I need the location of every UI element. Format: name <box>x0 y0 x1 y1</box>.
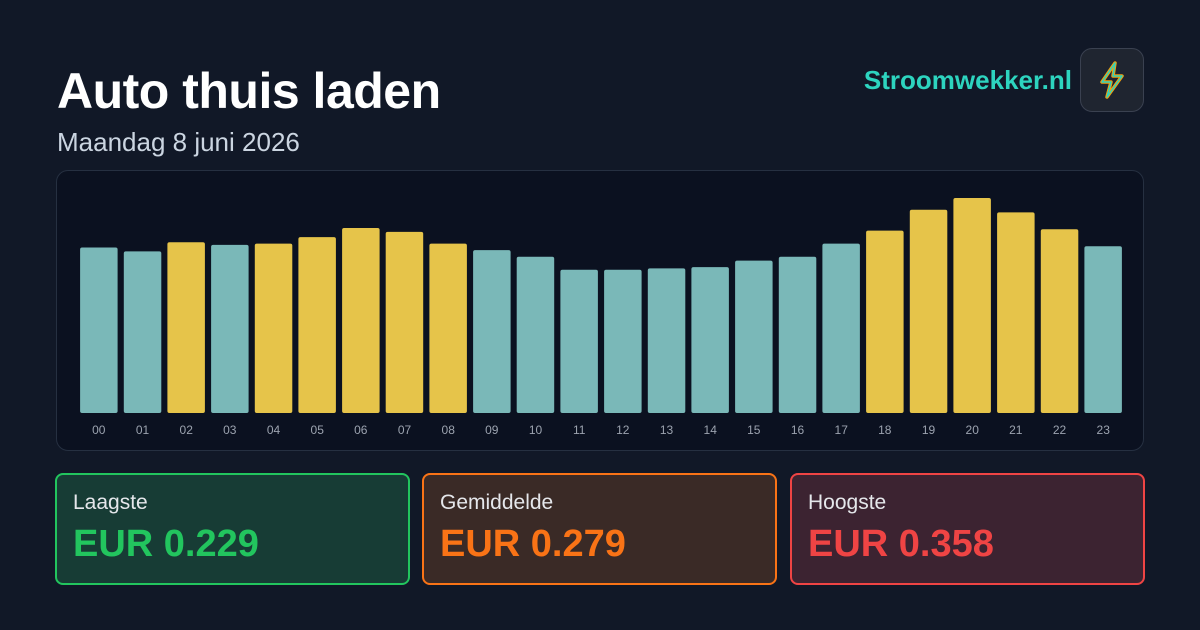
x-tick-label-00: 00 <box>92 423 106 437</box>
stat-card-average: Gemiddelde EUR 0.279 <box>422 473 777 585</box>
x-tick-label-01: 01 <box>136 423 150 437</box>
x-tick-label-20: 20 <box>966 423 980 437</box>
bar-hour-01 <box>123 251 162 413</box>
brand-name[interactable]: Stroomwekker.nl <box>863 65 1072 95</box>
x-tick-label-12: 12 <box>616 423 630 437</box>
bar-hour-06 <box>342 228 380 413</box>
x-tick-label-09: 09 <box>485 423 499 437</box>
x-tick-label-18: 18 <box>878 423 892 437</box>
page-subtitle: Maandag 8 juni 2026 <box>57 127 300 157</box>
x-tick-label-02: 02 <box>180 423 194 437</box>
x-tick-label-07: 07 <box>398 423 412 437</box>
x-tick-label-19: 19 <box>922 423 936 437</box>
bar-hour-21 <box>997 212 1035 413</box>
bar-hour-03 <box>211 244 249 413</box>
page-title: Auto thuis laden <box>57 63 441 119</box>
x-tick-label-11: 11 <box>573 423 586 437</box>
x-tick-label-22: 22 <box>1053 423 1067 437</box>
bar-hour-22 <box>1040 229 1079 413</box>
lightning-bolt-icon[interactable] <box>1080 48 1144 112</box>
x-tick-label-16: 16 <box>791 423 805 437</box>
bar-hour-19 <box>909 209 948 413</box>
x-tick-label-15: 15 <box>747 423 761 437</box>
bar-hour-13 <box>647 268 686 413</box>
bar-hour-04 <box>254 243 293 413</box>
stat-label-average: Gemiddelde <box>440 491 554 514</box>
stat-value-lowest: EUR 0.229 <box>73 523 259 565</box>
x-tick-label-13: 13 <box>660 423 674 437</box>
stat-card-lowest: Laagste EUR 0.229 <box>55 473 410 585</box>
bar-hour-02 <box>167 242 205 413</box>
x-tick-label-04: 04 <box>267 423 281 437</box>
stat-label-highest: Hoogste <box>808 491 887 514</box>
bar-hour-08 <box>429 243 467 413</box>
bar-hour-09 <box>473 250 511 413</box>
x-tick-label-10: 10 <box>529 423 543 437</box>
x-tick-label-14: 14 <box>704 423 718 437</box>
bar-hour-23 <box>1084 246 1122 413</box>
x-tick-label-21: 21 <box>1009 423 1023 437</box>
bar-hour-18 <box>866 230 904 413</box>
bar-hour-14 <box>691 267 729 413</box>
stat-value-highest: EUR 0.358 <box>808 523 994 565</box>
x-tick-label-08: 08 <box>442 423 456 437</box>
x-tick-label-06: 06 <box>354 423 368 437</box>
bar-hour-16 <box>778 256 817 413</box>
x-tick-label-03: 03 <box>223 423 237 437</box>
bar-hour-05 <box>298 237 336 413</box>
stat-label-lowest: Laagste <box>73 491 148 514</box>
bar-hour-11 <box>560 269 598 413</box>
price-chart: 00 01 02 03 04 05 06 07 08 09 10 11 12 13 14 15 16 17 18 19… <box>56 170 1144 451</box>
bar-hour-15 <box>735 260 773 413</box>
bar-hour-10 <box>516 256 555 413</box>
price-bar-chart: 00 01 02 03 04 05 06 07 08 09 10 11 12 13 14 15 16 17 18 19… <box>80 198 1122 437</box>
bar-hour-00 <box>80 247 118 413</box>
x-tick-label-17: 17 <box>835 423 849 437</box>
stat-value-average: EUR 0.279 <box>440 523 626 565</box>
x-tick-label-23: 23 <box>1097 423 1111 437</box>
bar-hour-07 <box>385 231 424 413</box>
bar-hour-12 <box>604 269 642 413</box>
stat-card-highest: Hoogste EUR 0.358 <box>790 473 1145 585</box>
bar-hour-17 <box>822 243 860 413</box>
bar-hour-20 <box>953 198 991 413</box>
x-tick-label-05: 05 <box>311 423 325 437</box>
